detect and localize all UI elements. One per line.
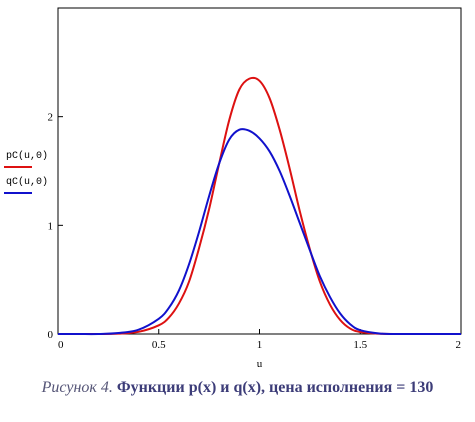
- legend-label-p: pC(u,0): [6, 150, 48, 162]
- y-tick-label: 2: [48, 112, 54, 124]
- figure-title: Функции p(x) и q(x), цена исполнения = 1…: [116, 379, 434, 396]
- x-tick-label: 0.5: [152, 339, 166, 351]
- series-line-pC: [58, 76, 461, 336]
- x-tick-label: 0: [58, 339, 64, 351]
- series-line-qC: [58, 128, 461, 336]
- y-tick-label: 1: [48, 220, 54, 232]
- figure-label: Рисунок 4.: [41, 379, 113, 396]
- tick-group: 0 0.5 1 1.5 2 0 1 2: [48, 112, 462, 351]
- chart: 0 0.5 1 1.5 2 0 1 2 u pC(u,0) qC(u,0): [4, 7, 462, 370]
- figure-caption: Рисунок 4. Функции p(x) и q(x), цена исп…: [0, 378, 475, 398]
- x-tick-label: 2: [456, 339, 462, 351]
- x-axis-label: u: [257, 358, 263, 370]
- y-tick-label: 0: [48, 329, 54, 341]
- legend-label-q: qC(u,0): [6, 176, 48, 188]
- series-group: [58, 76, 461, 336]
- x-tick-label: 1: [257, 339, 263, 351]
- plot-frame: [57, 7, 462, 335]
- x-tick-label: 1.5: [353, 339, 367, 351]
